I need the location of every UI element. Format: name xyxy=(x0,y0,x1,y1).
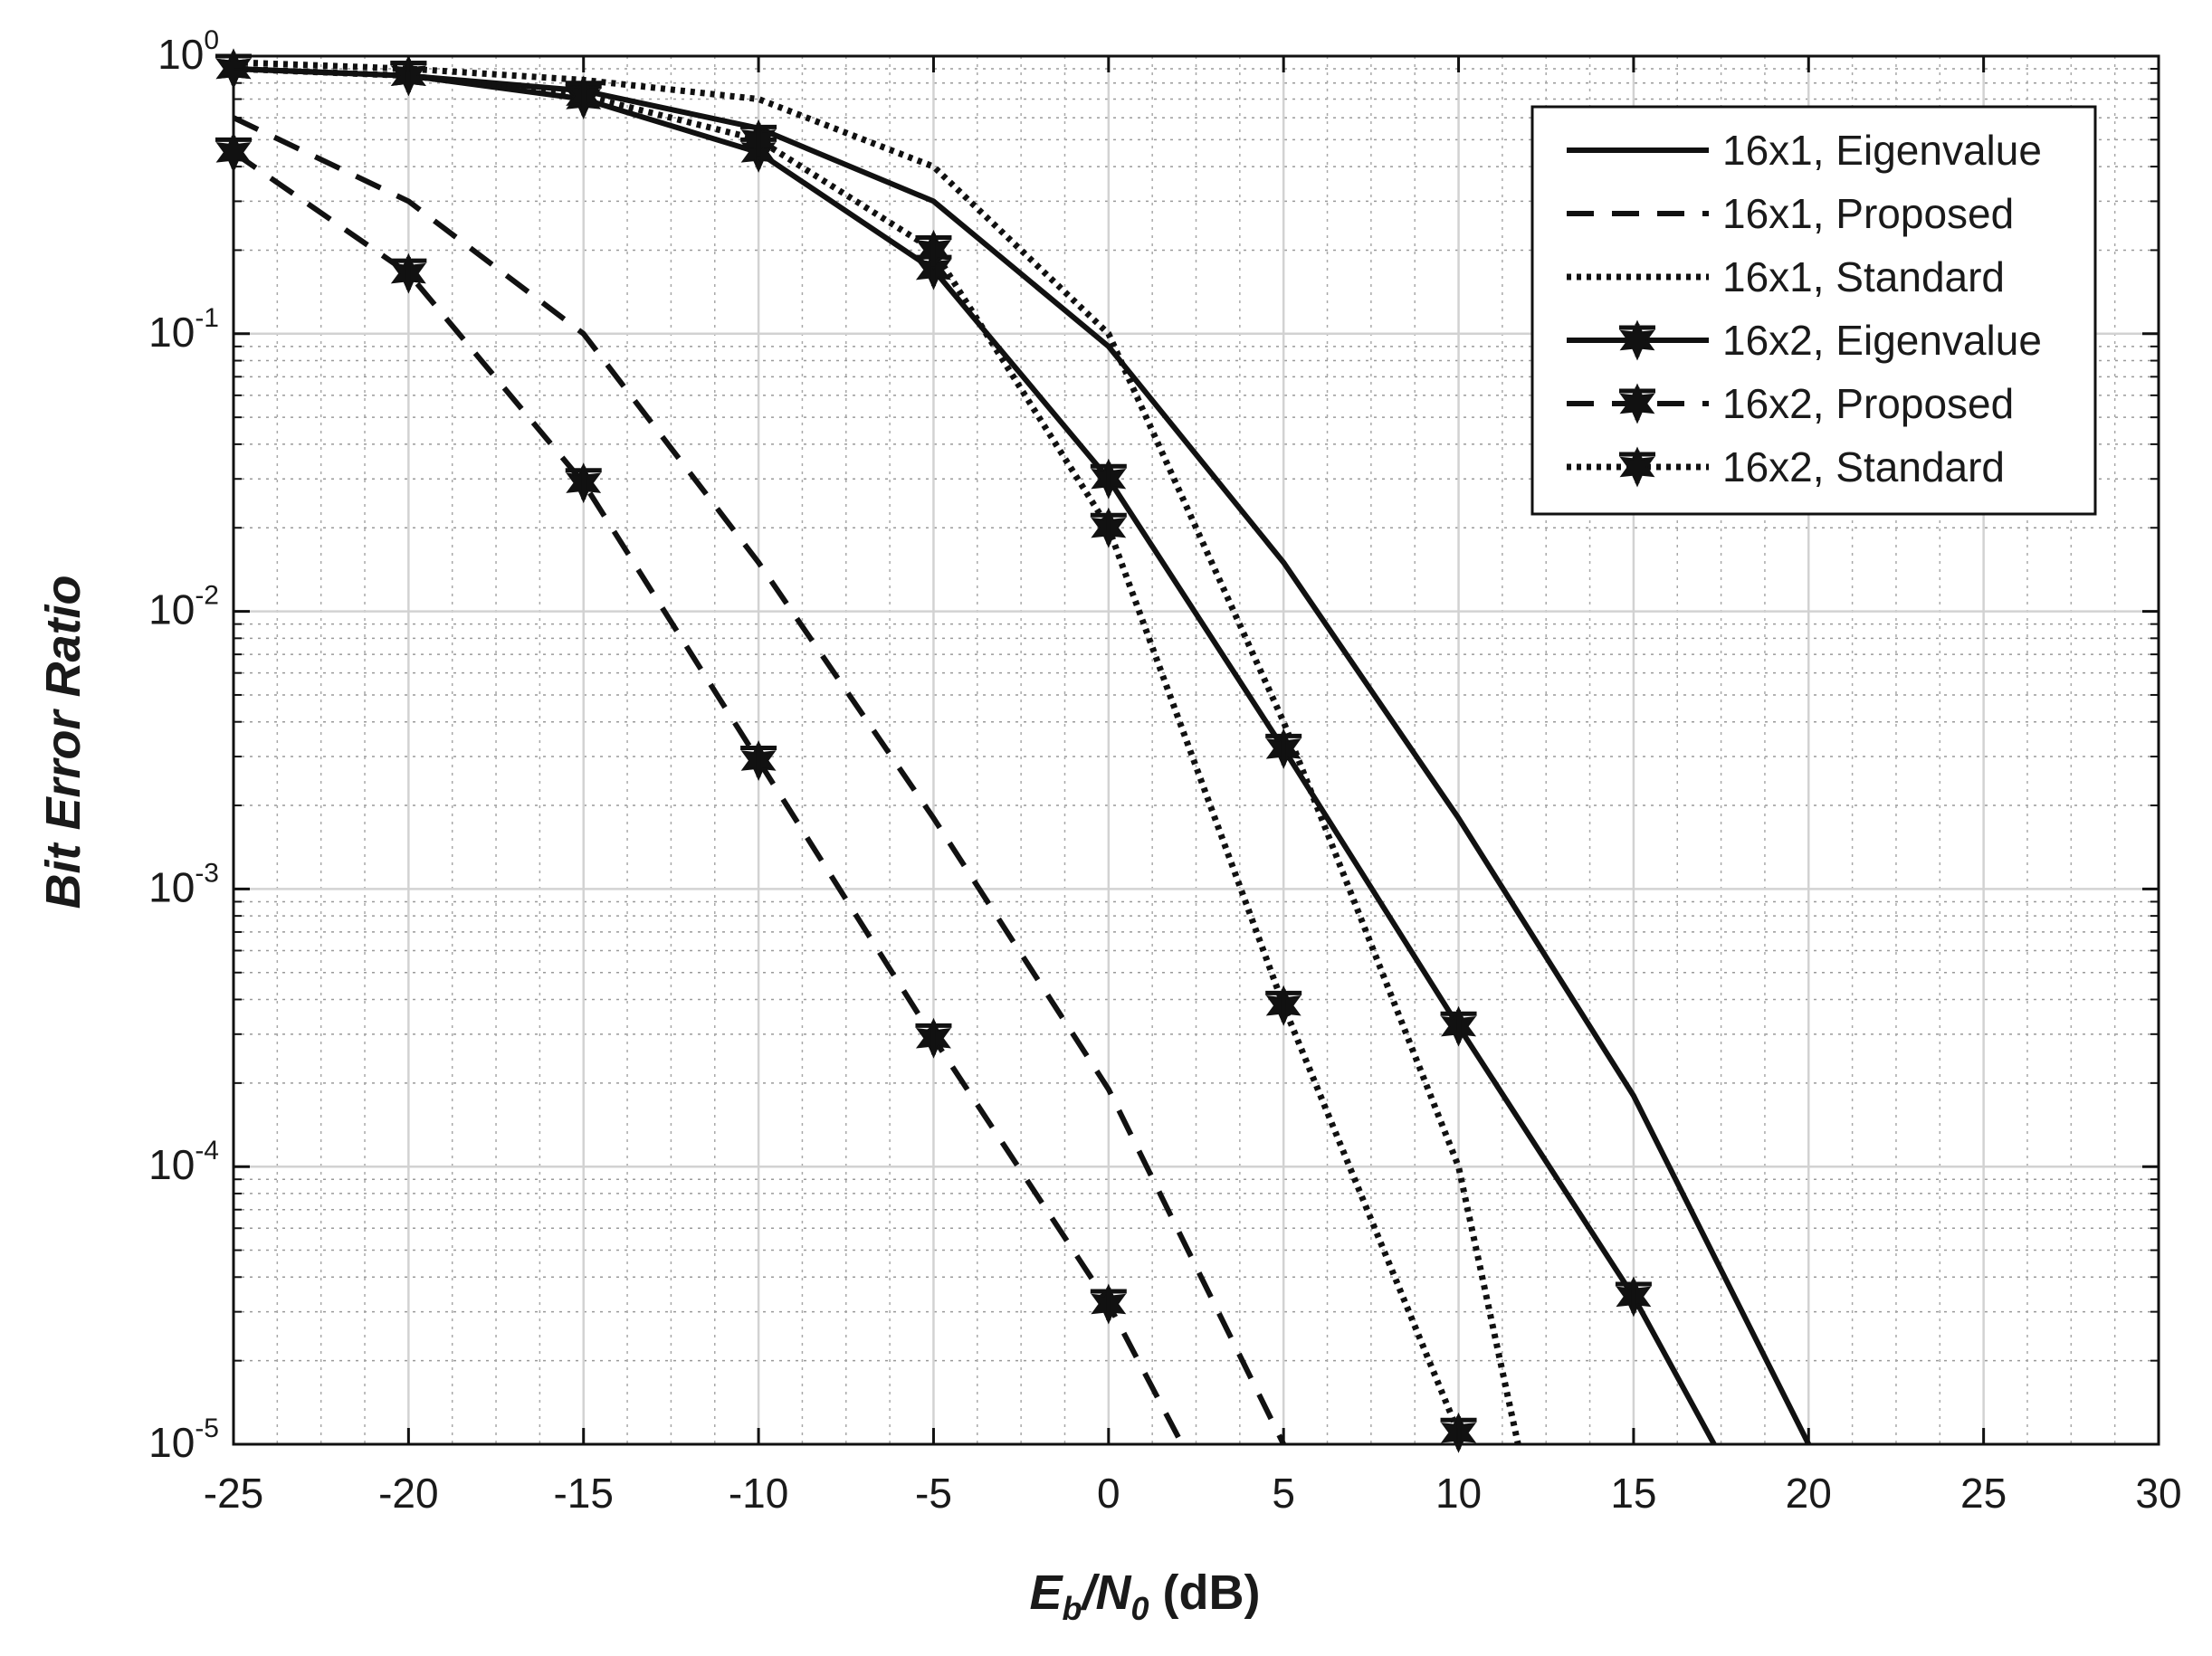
x-tick-label: 0 xyxy=(1097,1470,1120,1517)
y-tick-label-exponent: -5 xyxy=(195,1413,219,1443)
y-tick-label-exponent: -4 xyxy=(195,1136,219,1166)
legend-box xyxy=(1530,105,2097,516)
series-16x2-proposed-point xyxy=(915,1017,952,1059)
series-16x2-proposed-point xyxy=(390,252,427,294)
x-tick-label: -10 xyxy=(729,1470,788,1517)
series-16x2-proposed-point xyxy=(1090,1283,1127,1325)
series-16x2-standard-point xyxy=(565,75,602,117)
x-axis-label: Eb/N0 (dB) xyxy=(1029,1566,1260,1627)
legend-label: 16x2, Proposed xyxy=(1722,380,2014,427)
y-tick-label-base: 10 xyxy=(148,863,195,910)
series-16x1-proposed-line xyxy=(232,115,1286,1446)
plot-area-frame xyxy=(232,54,2160,1446)
legend-entry: 16x2, Eigenvalue xyxy=(1567,317,2042,364)
x-tick-label: -5 xyxy=(915,1470,952,1517)
x-tick-label: 15 xyxy=(1610,1470,1656,1517)
legend-label: 16x1, Standard xyxy=(1722,253,2005,300)
y-tick-label-exponent: -3 xyxy=(195,858,219,888)
series-16x2-eigenvalue-point xyxy=(1265,728,1302,769)
series-16x2-eigenvalue-line xyxy=(233,66,1717,1446)
x-tick-label: 25 xyxy=(1960,1470,2007,1517)
legend-entry: 16x2, Proposed xyxy=(1567,380,2014,427)
y-tick-label-exponent: -2 xyxy=(195,581,219,611)
series-16x2-proposed-point xyxy=(740,740,777,781)
y-tick-label-base: 10 xyxy=(157,31,204,78)
y-tick-label: 10-5 xyxy=(148,1413,219,1466)
y-tick-label-base: 10 xyxy=(148,586,195,633)
x-tick-label: 30 xyxy=(2135,1470,2181,1517)
x-tick-label: -15 xyxy=(553,1470,613,1517)
y-axis-label: Bit Error Ratio xyxy=(36,575,91,909)
legend-marker xyxy=(1619,446,1655,488)
legend-label: 16x2, Standard xyxy=(1722,443,2005,490)
legend-label: 16x1, Eigenvalue xyxy=(1722,127,2042,174)
x-axis-label-sep: /N xyxy=(1081,1566,1132,1620)
series-16x1-standard-line xyxy=(233,59,1521,1445)
series-16x2-eigenvalue-point xyxy=(1615,1276,1652,1318)
legend-entry: 16x2, Standard xyxy=(1567,443,2005,490)
series-16x2-standard-point xyxy=(740,119,777,160)
y-tick-label: 10-3 xyxy=(148,858,219,910)
y-tick-label-base: 10 xyxy=(148,309,195,356)
series-16x2-eigenvalue-point xyxy=(1440,1005,1477,1047)
y-tick-label-exponent: 0 xyxy=(204,25,219,55)
y-tick-label: 10-4 xyxy=(148,1136,219,1188)
x-axis-label-sub2: 0 xyxy=(1131,1590,1149,1627)
marker-layer xyxy=(215,48,1652,1453)
x-axis-label-main: E xyxy=(1029,1566,1063,1620)
legend-label: 16x2, Eigenvalue xyxy=(1722,317,2042,364)
x-axis-label-sub: b xyxy=(1063,1590,1082,1627)
series-16x2-standard-point xyxy=(1265,985,1302,1026)
legend-marker xyxy=(1619,319,1655,361)
x-tick-label: 10 xyxy=(1435,1470,1482,1517)
x-tick-label: 20 xyxy=(1786,1470,1832,1517)
legend-label: 16x1, Proposed xyxy=(1722,190,2014,237)
tick-layer xyxy=(232,54,2160,1446)
legend-marker xyxy=(1619,383,1655,424)
x-tick-label: -20 xyxy=(378,1470,438,1517)
series-16x2-proposed-point xyxy=(565,462,602,504)
y-tick-label-base: 10 xyxy=(148,1141,195,1188)
x-tick-label: 5 xyxy=(1272,1470,1295,1517)
series-16x2-standard-point xyxy=(1090,507,1127,548)
y-tick-label: 100 xyxy=(157,25,219,78)
legend: 16x1, Eigenvalue 16x1, Proposed 16x1, Stan… xyxy=(1530,105,2097,516)
tick-label-layer: -25 -20 -15 -10 -5 0 5 10 15 20 25 3010010-110-210-… xyxy=(148,25,2181,1517)
y-tick-label-base: 10 xyxy=(148,1419,195,1466)
y-tick-label: 10-1 xyxy=(148,303,219,356)
legend-entry: 16x1, Eigenvalue xyxy=(1567,127,2042,174)
series-16x2-standard-point xyxy=(915,229,952,271)
y-tick-label-exponent: -1 xyxy=(195,303,219,333)
x-tick-label: -25 xyxy=(204,1470,263,1517)
legend-entry: 16x1, Standard xyxy=(1567,253,2005,300)
y-tick-label: 10-2 xyxy=(148,581,219,633)
x-axis-label-unit: (dB) xyxy=(1149,1566,1261,1620)
legend-entry: 16x1, Proposed xyxy=(1567,190,2014,237)
series-16x2-eigenvalue-point xyxy=(1090,458,1127,500)
